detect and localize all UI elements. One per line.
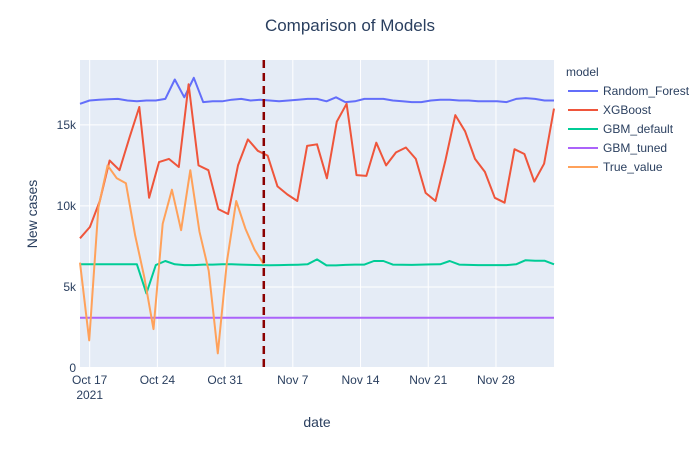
legend-label: GBM_default: [603, 122, 674, 136]
legend-title: model: [566, 65, 599, 79]
x-axis-title: date: [303, 414, 330, 430]
legend-label: XGBoost: [603, 103, 652, 117]
grid: [80, 60, 554, 369]
legend[interactable]: Random_Forest XGBoost GBM_default GBM_tuned…: [568, 84, 690, 174]
legend-label: GBM_tuned: [603, 141, 667, 155]
y-tick-label: 15k: [57, 118, 77, 132]
x-tick-label: Nov 28: [477, 373, 515, 387]
plot-background: [80, 60, 554, 368]
y-tick-label: 0: [69, 361, 76, 375]
y-axis-title: New cases: [24, 180, 40, 248]
legend-item-true-value[interactable]: True_value: [568, 160, 663, 174]
series-line-true-value: [79, 164, 265, 355]
x-tick-label: Oct 24: [140, 373, 176, 387]
legend-item-gbm-default[interactable]: GBM_default: [568, 122, 674, 136]
x-tick-label: Oct 31: [207, 373, 243, 387]
x-tick-sublabel: 2021: [76, 388, 103, 402]
legend-item-xgboost[interactable]: XGBoost: [568, 103, 652, 117]
legend-item-gbm-tuned[interactable]: GBM_tuned: [568, 141, 667, 155]
x-tick-label: Nov 21: [409, 373, 447, 387]
y-tick-label: 10k: [57, 199, 77, 213]
legend-item-random-forest[interactable]: Random_Forest: [568, 84, 690, 98]
legend-label: True_value: [603, 160, 663, 174]
y-tick-label: 5k: [63, 280, 77, 294]
legend-label: Random_Forest: [603, 84, 690, 98]
series-line-random-forest: [79, 76, 554, 105]
x-tick-label: Nov 14: [342, 373, 380, 387]
series-lines: [79, 76, 555, 355]
chart-title: Comparison of Models: [265, 16, 435, 35]
series-line-xgboost: [79, 83, 555, 239]
x-tick-label: Nov 7: [277, 373, 309, 387]
x-tick-label: Oct 17: [72, 373, 108, 387]
